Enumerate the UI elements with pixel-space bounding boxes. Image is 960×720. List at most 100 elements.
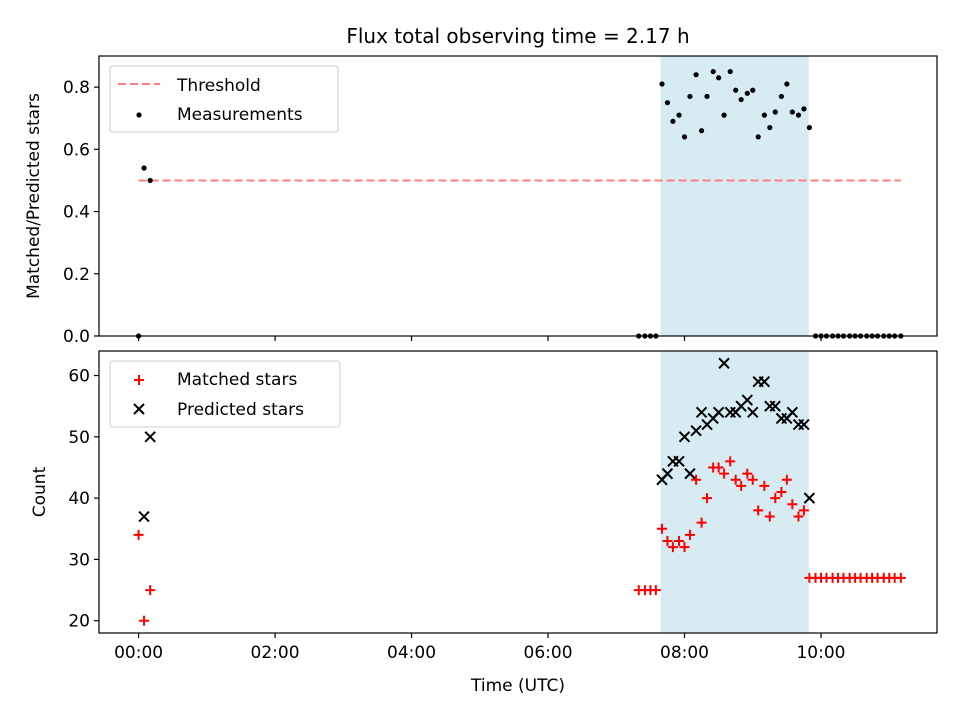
- matched-stars-point: [787, 499, 798, 510]
- count-y-axis-label: Count: [30, 466, 50, 517]
- measurement-point: [761, 112, 767, 118]
- count-y-tick-label: 40: [68, 489, 90, 509]
- predicted-stars-point: [803, 492, 816, 504]
- matched-stars-point: [656, 523, 667, 534]
- count-y-tick-label: 50: [68, 428, 90, 448]
- x-tick-label: 06:00: [524, 643, 573, 663]
- count-y-tick-label: 20: [68, 612, 90, 632]
- measurement-point: [659, 81, 665, 87]
- count-observing-window: [660, 351, 809, 633]
- x-tick-label: 04:00: [387, 643, 436, 663]
- matched-stars-point: [662, 536, 673, 547]
- x-tick-label: 08:00: [660, 643, 709, 663]
- count-legend-box: [109, 360, 341, 428]
- count-y-tick-label: 60: [68, 367, 90, 387]
- measurement-point: [704, 93, 710, 100]
- ratio-observing-window: [660, 56, 809, 336]
- matched-stars-point: [730, 474, 741, 485]
- ratio-y-axis-label: Matched/Predicted stars: [24, 93, 44, 299]
- ratio-y-tick-label: 0.0: [63, 327, 90, 347]
- measurement-point: [698, 128, 705, 134]
- ratio-legend-box: [109, 65, 339, 133]
- predicted-stars-point: [769, 400, 781, 412]
- matched-stars-point: [742, 468, 753, 479]
- measurement-point: [710, 68, 716, 75]
- measurement-point: [778, 93, 785, 100]
- predicted-stars-point: [758, 375, 771, 388]
- predicted-legend-swatch: [133, 403, 145, 415]
- ratio-y-tick-label: 0.4: [63, 203, 90, 223]
- ratio-y-tick-label: 0.2: [63, 265, 90, 285]
- matched-stars-point: [764, 511, 775, 522]
- measurement-point: [750, 87, 756, 93]
- measurement-point: [141, 165, 147, 171]
- matched-stars-point: [719, 468, 730, 479]
- measurement-point: [670, 118, 676, 124]
- matched-stars-point: [759, 480, 770, 491]
- matched-legend-swatch: [134, 375, 144, 385]
- matched-stars-point: [798, 505, 809, 516]
- count-series-1: [138, 357, 816, 523]
- predicted-legend-label: Predicted stars: [177, 400, 304, 420]
- predicted-stars-point: [690, 424, 702, 437]
- count-series-0: [133, 456, 906, 626]
- measurement-point: [789, 109, 795, 115]
- matched-stars-point: [696, 517, 707, 528]
- measurement-point: [767, 124, 773, 131]
- predicted-stars-point: [786, 406, 799, 419]
- matched-stars-point: [895, 572, 906, 583]
- measurement-point: [801, 106, 807, 112]
- predicted-stars-point: [678, 431, 691, 443]
- ratio-legend: Threshold Measurements: [109, 65, 339, 133]
- predicted-stars-point: [144, 431, 156, 443]
- count-panel: 20 30 40 50 60 00:00 02:00 04:00 06:00 08:00 10:00…: [30, 350, 938, 663]
- matched-stars-point: [770, 493, 781, 504]
- count-plot-frame: [98, 350, 938, 634]
- measurement-point: [147, 177, 153, 184]
- measurement-point: [687, 93, 693, 100]
- measurement-point: [795, 112, 802, 118]
- matched-stars-point: [736, 480, 747, 491]
- matched-stars-point: [684, 529, 695, 540]
- matched-stars-point: [667, 542, 678, 553]
- measurement-point: [738, 96, 744, 103]
- measurement-point: [744, 90, 750, 96]
- matched-stars-point: [650, 585, 661, 596]
- threshold-legend-label: Threshold: [176, 76, 261, 96]
- measurement-point: [772, 109, 778, 115]
- measurement-point: [681, 134, 688, 140]
- matched-stars-point: [713, 462, 724, 473]
- ratio-panel: 0.00.20.40.60.8 Matched/Predicted stars …: [24, 55, 938, 347]
- predicted-stars-point: [138, 510, 150, 523]
- matched-stars-point: [747, 474, 758, 485]
- measurement-point: [733, 87, 739, 93]
- matched-stars-point: [679, 542, 690, 553]
- matched-stars-point: [702, 493, 713, 504]
- count-y-tick-label: 30: [68, 550, 90, 570]
- matched-stars-point: [133, 529, 144, 540]
- matched-stars-point: [793, 511, 804, 522]
- ratio-y-tick-label: 0.8: [63, 78, 90, 98]
- predicted-stars-point: [798, 418, 810, 431]
- count-legend: Matched stars Predicted stars: [109, 360, 341, 428]
- measurement-point: [727, 68, 733, 75]
- predicted-stars-point: [695, 406, 708, 419]
- matched-stars-point: [691, 474, 702, 485]
- matched-stars-point: [674, 536, 685, 547]
- matched-stars-point: [725, 456, 736, 467]
- ratio-plot-frame: [98, 55, 938, 337]
- matched-stars-point: [781, 474, 792, 485]
- x-tick-label: 00:00: [114, 643, 163, 663]
- matched-stars-point: [753, 505, 764, 516]
- measurement-point: [721, 112, 727, 118]
- predicted-stars-point: [673, 455, 685, 468]
- ratio-y-tick-label: 0.6: [63, 140, 90, 160]
- x-tick-label: 10:00: [796, 643, 845, 663]
- predicted-stars-point: [661, 467, 674, 480]
- measurement-point: [755, 134, 761, 140]
- matched-stars-point: [145, 585, 156, 596]
- matched-legend-label: Matched stars: [177, 370, 297, 390]
- predicted-stars-point: [712, 406, 725, 419]
- measurement-point: [676, 112, 682, 118]
